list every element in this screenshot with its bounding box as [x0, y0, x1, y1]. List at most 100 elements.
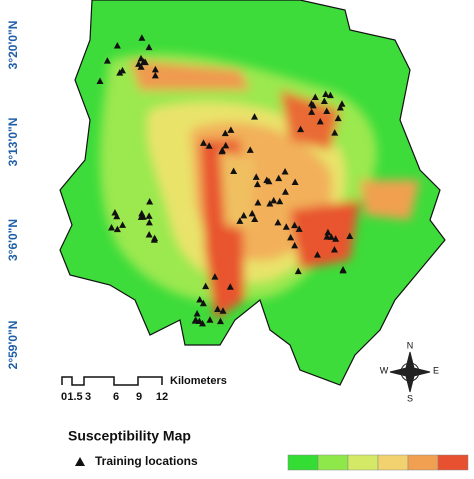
- training-marker: [331, 129, 339, 136]
- scale-label: 6: [113, 391, 119, 403]
- training-marker: [137, 213, 145, 220]
- training-marker: [141, 58, 149, 66]
- training-marker: [150, 236, 158, 243]
- training-marker: [316, 117, 324, 125]
- training-marker: [295, 225, 303, 232]
- compass-south: S: [407, 393, 413, 403]
- training-marker: [275, 174, 283, 182]
- training-marker: [253, 180, 261, 188]
- training-marker: [193, 309, 201, 317]
- scale-bar: [61, 376, 163, 386]
- training-marker: [200, 139, 208, 146]
- training-marker: [216, 317, 224, 325]
- training-marker: [251, 113, 259, 120]
- training-marker: [274, 218, 282, 226]
- compass: N S E W: [380, 340, 439, 403]
- training-marker: [308, 108, 316, 115]
- training-marker: [327, 233, 335, 240]
- training-marker: [332, 235, 340, 242]
- training-marker: [199, 299, 207, 307]
- latitude-label: 3°6'0"N: [6, 219, 20, 261]
- training-marker: [323, 233, 331, 240]
- training-marker: [226, 283, 234, 290]
- training-marker: [311, 93, 319, 101]
- training-markers: [96, 34, 354, 327]
- training-marker: [323, 107, 331, 114]
- training-marker: [196, 295, 204, 303]
- training-marker: [146, 197, 154, 205]
- training-marker: [313, 251, 321, 258]
- scale-label: 3: [85, 391, 91, 403]
- training-marker: [322, 90, 330, 97]
- training-marker: [334, 114, 342, 122]
- training-marker: [339, 266, 347, 274]
- latitude-label: 2°59'0"N: [6, 321, 20, 370]
- training-marker: [145, 212, 153, 219]
- training-marker: [326, 91, 334, 99]
- training-marker: [113, 42, 121, 49]
- training-marker: [266, 199, 274, 207]
- training-marker: [138, 209, 146, 217]
- scale-unit: Kilometers: [170, 375, 227, 387]
- training-marker: [236, 217, 244, 224]
- legend-marker: [75, 457, 85, 466]
- training-marker: [103, 57, 111, 64]
- training-marker: [96, 77, 104, 85]
- training-marker: [137, 54, 145, 62]
- training-marker: [336, 103, 344, 111]
- training-marker: [202, 282, 210, 290]
- training-marker: [246, 146, 254, 153]
- training-marker: [251, 215, 259, 223]
- training-marker: [297, 125, 305, 133]
- training-marker: [145, 43, 153, 51]
- training-marker: [219, 307, 227, 314]
- training-marker: [199, 319, 207, 327]
- training-marker: [282, 223, 290, 230]
- training-marker: [222, 141, 230, 149]
- training-marker: [108, 224, 116, 231]
- training-marker: [254, 199, 262, 206]
- training-marker: [291, 178, 299, 185]
- training-marker: [287, 233, 295, 241]
- training-marker: [281, 188, 289, 195]
- training-marker: [324, 228, 332, 236]
- training-marker: [270, 196, 278, 204]
- training-marker: [145, 218, 153, 226]
- training-marker: [205, 142, 213, 149]
- training-marker: [113, 212, 121, 220]
- training-marker: [308, 99, 316, 107]
- scale-label: 9: [136, 391, 142, 403]
- training-marker: [206, 316, 214, 323]
- training-marker: [195, 317, 203, 324]
- training-marker: [330, 245, 338, 253]
- training-marker: [320, 97, 328, 105]
- training-marker: [252, 173, 260, 180]
- training-marker: [221, 129, 229, 137]
- training-marker: [145, 230, 153, 238]
- latitude-label: 3°13'0"N: [6, 118, 20, 167]
- compass-west: W: [380, 365, 389, 375]
- training-marker: [135, 60, 143, 67]
- training-marker: [211, 273, 219, 280]
- training-marker: [294, 267, 302, 275]
- training-marker: [291, 221, 299, 229]
- training-marker: [248, 209, 256, 217]
- compass-north: N: [407, 340, 414, 350]
- region-boundary: [59, 0, 446, 386]
- training-marker: [240, 211, 248, 219]
- training-marker: [113, 225, 121, 233]
- training-marker: [263, 176, 271, 183]
- training-marker: [338, 100, 346, 107]
- training-marker: [227, 126, 235, 133]
- training-marker: [119, 221, 127, 228]
- susceptibility-surface: [60, 0, 445, 385]
- legend-marker-label: Training locations: [95, 454, 198, 468]
- training-marker: [111, 208, 119, 216]
- scale-label: 0: [61, 391, 67, 403]
- training-marker: [230, 167, 238, 175]
- training-marker: [218, 147, 226, 155]
- scale-label: 1.5: [67, 391, 82, 403]
- scale-label: 12: [156, 391, 168, 403]
